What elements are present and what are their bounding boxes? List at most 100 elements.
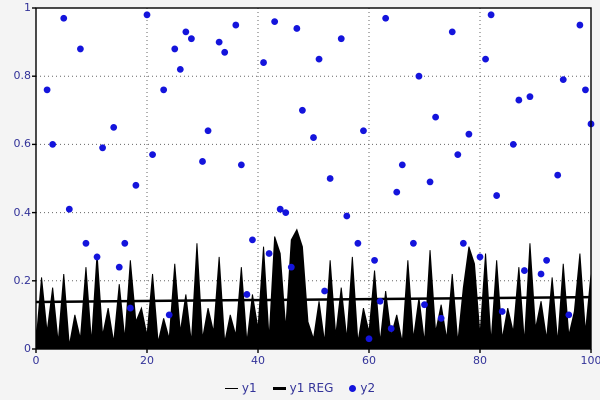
y2-scatter-point[interactable] (559, 76, 567, 84)
y2-scatter-point[interactable] (199, 158, 206, 165)
y2-scatter-point[interactable] (65, 205, 73, 213)
y2-scatter-point[interactable] (426, 178, 434, 186)
axis-ticks (32, 7, 592, 353)
y2-scatter-point[interactable] (343, 212, 351, 220)
y2-scatter-point[interactable] (276, 205, 284, 213)
y2-scatter-point[interactable] (354, 239, 362, 247)
y2-scatter-point[interactable] (476, 253, 484, 261)
x-tick-label: 0 (32, 354, 40, 367)
y1-reg-line[interactable] (35, 295, 592, 304)
y2-scatter-point[interactable] (271, 18, 279, 26)
y2-scatter-point[interactable] (77, 45, 84, 53)
y-tick-label: 1 (24, 1, 31, 14)
y2-scatter-point[interactable] (537, 270, 545, 278)
chart-legend: y1 y1 REG y2 (0, 381, 600, 395)
y2-scatter-point[interactable] (99, 144, 106, 152)
y2-scatter-point[interactable] (554, 171, 562, 179)
x-tick-label: 60 (362, 354, 376, 367)
y-tick-label: 0 (24, 342, 31, 355)
y2-scatter-point[interactable] (582, 86, 589, 94)
y2-scatter-point[interactable] (432, 113, 439, 121)
y2-scatter-point[interactable] (398, 161, 406, 169)
x-tick-label: 40 (251, 354, 265, 367)
y2-scatter-point[interactable] (188, 35, 195, 43)
y-tick-label: 0.2 (13, 273, 32, 287)
y2-scatter-point[interactable] (315, 55, 323, 63)
y2-scatter-point[interactable] (249, 236, 256, 244)
y2-scatter-point[interactable] (221, 48, 229, 56)
y2-scatter-point[interactable] (526, 93, 534, 101)
y2-scatter-point[interactable] (232, 21, 240, 29)
y2-scatter-point[interactable] (237, 161, 245, 169)
y2-scatter-point[interactable] (448, 28, 456, 36)
y2-scatter-point[interactable] (299, 106, 306, 114)
y2-scatter-point[interactable] (565, 311, 573, 319)
y2-scatter-point[interactable] (498, 308, 506, 315)
y2-scatter-point[interactable] (437, 314, 445, 322)
y2-scatter-point[interactable] (49, 141, 57, 148)
legend-item-y1[interactable]: y1 (224, 381, 257, 395)
plot-frame (35, 7, 592, 350)
y2-scatter-point[interactable] (149, 151, 156, 159)
y2-scatter-point[interactable] (454, 151, 462, 159)
y2-scatter-point[interactable] (321, 287, 328, 295)
y2-scatter-point[interactable] (93, 253, 101, 261)
y2-scatter-point[interactable] (110, 123, 118, 131)
y-tick-label: 0.6 (13, 137, 32, 151)
y2-scatter-point[interactable] (204, 127, 212, 135)
y2-scatter-point[interactable] (182, 28, 190, 36)
y2-scatter-point[interactable] (260, 59, 267, 66)
y2-scatter-point[interactable] (482, 55, 489, 63)
y2-scatter-point[interactable] (171, 45, 179, 53)
y2-scatter-point[interactable] (132, 181, 140, 189)
y2-scatter-point[interactable] (60, 14, 68, 22)
y2-scatter-point[interactable] (282, 209, 290, 217)
y2-scatter-point[interactable] (421, 301, 428, 309)
y2-scatter-point[interactable] (176, 65, 184, 73)
legend-item-y2[interactable]: y2 (349, 381, 375, 395)
y2-scatter-point[interactable] (365, 335, 373, 343)
y2-scatter-point[interactable] (360, 127, 367, 135)
y2-scatter-point[interactable] (243, 291, 251, 298)
y2-scatter-point[interactable] (126, 304, 134, 312)
y2-scatter-point[interactable] (415, 72, 423, 80)
y2-scatter-point[interactable] (521, 267, 528, 274)
y2-scatter-point[interactable] (293, 25, 301, 32)
y2-scatter-point[interactable] (43, 86, 51, 94)
y-tick-label: 0.8 (13, 69, 32, 83)
y2-scatter-point[interactable] (509, 141, 517, 148)
y2-scatter-point[interactable] (326, 175, 334, 182)
y2-scatter-point[interactable] (165, 311, 173, 319)
y2-scatter-point[interactable] (410, 239, 417, 247)
y2-scatter-point[interactable] (337, 35, 345, 43)
y2-scatter-point[interactable] (160, 86, 168, 94)
x-tick-label: 100 (580, 354, 600, 367)
y2-scatter-point[interactable] (287, 263, 295, 271)
legend-label-y1: y1 (241, 381, 257, 395)
y1-area-series[interactable] (35, 228, 592, 350)
y2-scatter-point[interactable] (115, 263, 123, 271)
y2-scatter-point[interactable] (310, 134, 317, 141)
y2-scatter-point[interactable] (382, 14, 390, 22)
y2-scatter-point[interactable] (387, 325, 395, 332)
y2-scatter-point[interactable] (515, 96, 523, 104)
y2-scatter-point[interactable] (215, 38, 223, 46)
y2-scatter-point[interactable] (265, 250, 273, 257)
y1-reg-line-swatch (272, 386, 286, 390)
y2-scatter-point[interactable] (376, 297, 384, 305)
y2-scatter-point[interactable] (459, 239, 467, 247)
y2-scatter-point[interactable] (393, 188, 401, 196)
y2-scatter-point[interactable] (121, 239, 129, 247)
y2-scatter-point[interactable] (543, 256, 550, 264)
legend-item-y1-reg[interactable]: y1 REG (272, 381, 333, 395)
y2-scatter-point[interactable] (493, 192, 501, 199)
y-tick-label: 0.4 (13, 205, 32, 219)
y2-scatter-point[interactable] (143, 11, 151, 19)
y2-scatter-point[interactable] (371, 256, 378, 264)
y2-scatter-point[interactable] (487, 11, 495, 19)
y2-dot-swatch (349, 384, 357, 392)
y2-scatter-point[interactable] (82, 239, 90, 247)
y2-scatter-series[interactable] (43, 11, 595, 343)
y2-scatter-point[interactable] (576, 21, 584, 29)
y2-scatter-point[interactable] (465, 130, 473, 138)
